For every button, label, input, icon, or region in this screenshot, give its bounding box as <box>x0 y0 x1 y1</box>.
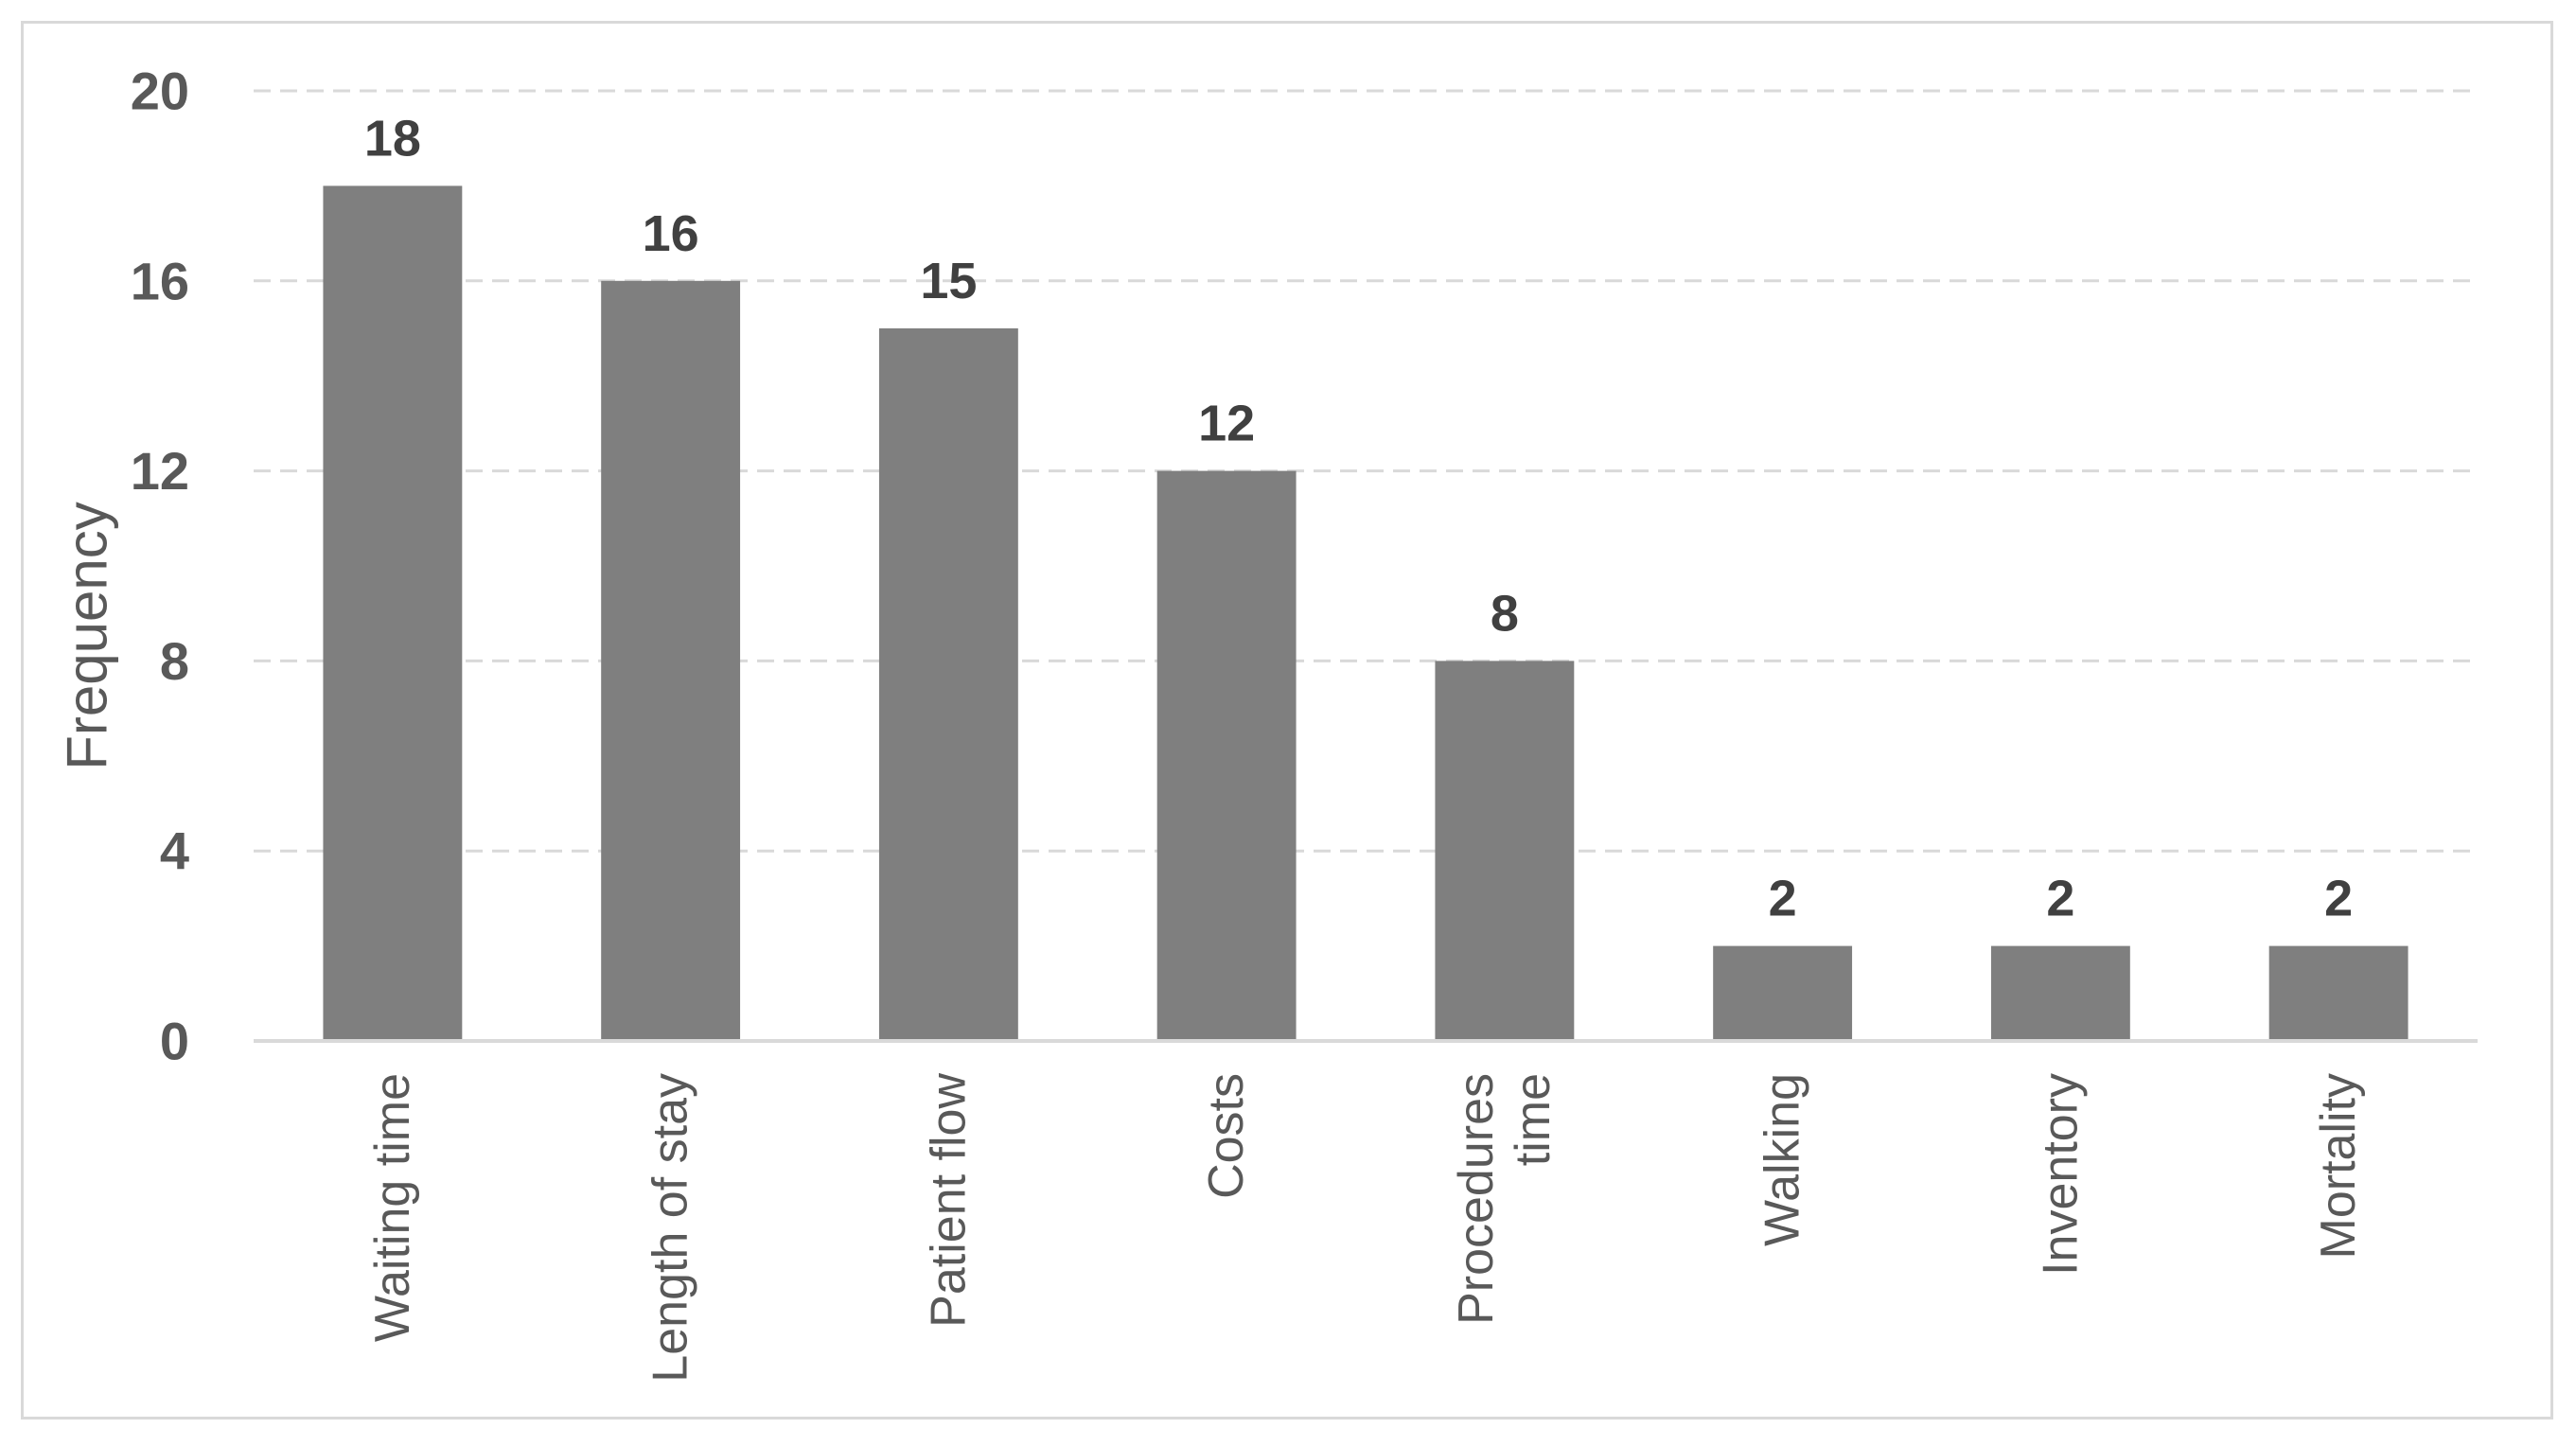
x-tick-label: Procedures time <box>1449 1073 1561 1325</box>
data-label: 18 <box>364 110 421 167</box>
y-tick-label: 0 <box>160 1012 189 1071</box>
x-tick-label-line: Patient flow <box>921 1073 976 1328</box>
bars <box>323 185 2408 1042</box>
y-tick-label: 12 <box>131 441 189 501</box>
y-tick-label: 8 <box>160 631 189 691</box>
y-tick-label: 16 <box>131 251 189 310</box>
gridlines <box>254 89 2478 853</box>
bar <box>2268 945 2408 1041</box>
x-tick-labels: Waiting time Length of stay Patient flow Co… <box>365 1073 2366 1383</box>
data-label: 8 <box>1491 585 1519 642</box>
y-tick-label: 20 <box>131 62 189 121</box>
y-axis-label: Frequency <box>56 502 119 769</box>
x-tick-label-line: Waiting time <box>365 1073 420 1342</box>
y-tick-labels: 0 4 8 12 16 20 <box>131 62 189 1071</box>
data-labels: 18 16 15 12 8 2 2 2 <box>364 110 2353 926</box>
bar <box>1713 945 1853 1041</box>
x-tick-label: Patient flow <box>921 1073 976 1328</box>
x-tick-label-line: Inventory <box>2033 1073 2088 1276</box>
x-tick-label: Walking <box>1756 1073 1810 1246</box>
data-label: 2 <box>2324 871 2353 927</box>
x-tick-label-line: Procedures <box>1449 1073 1504 1325</box>
data-label: 2 <box>2046 871 2074 927</box>
x-tick-label-line: Walking <box>1756 1073 1810 1246</box>
x-tick-label-line: Costs <box>1199 1073 1254 1199</box>
x-tick-label: Inventory <box>2033 1073 2088 1276</box>
data-label: 2 <box>1769 871 1797 927</box>
data-label: 15 <box>920 253 977 309</box>
x-tick-label: Mortality <box>2311 1073 2366 1259</box>
y-tick-label: 4 <box>160 821 189 881</box>
x-tick-label-line: Mortality <box>2311 1073 2366 1259</box>
x-tick-label: Costs <box>1199 1073 1254 1199</box>
x-tick-label-line: Length of stay <box>644 1073 698 1383</box>
bar <box>601 280 741 1041</box>
data-label: 12 <box>1198 396 1255 452</box>
data-label: 16 <box>643 205 699 262</box>
bar <box>323 185 463 1041</box>
bar <box>878 328 1018 1041</box>
x-tick-label: Waiting time <box>365 1073 420 1342</box>
x-tick-label: Length of stay <box>644 1073 698 1383</box>
x-tick-label-line: time <box>1506 1073 1561 1166</box>
bar <box>1990 945 2130 1041</box>
bar <box>1156 470 1297 1042</box>
bar <box>1435 661 1575 1041</box>
